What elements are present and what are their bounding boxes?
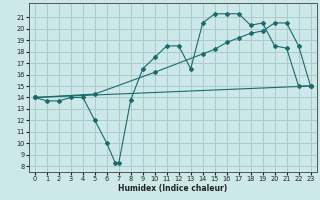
X-axis label: Humidex (Indice chaleur): Humidex (Indice chaleur) (118, 184, 227, 193)
